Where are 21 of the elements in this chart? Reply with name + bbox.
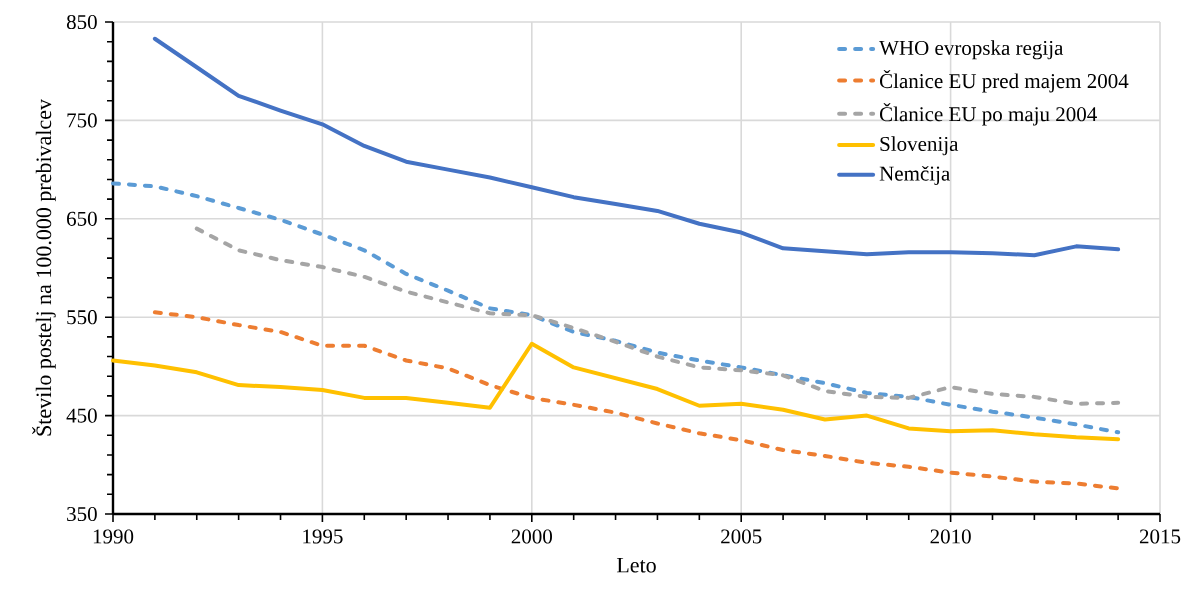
y-axis-title: Število postelj na 100.000 prebivalcev bbox=[32, 99, 56, 436]
line-series bbox=[194, 226, 1121, 406]
y-tick-label: 350 bbox=[67, 506, 97, 522]
legend-label: Članice EU pred majem 2004 bbox=[879, 69, 1129, 93]
x-tick-label: 2005 bbox=[721, 529, 762, 544]
legend-label: Slovenija bbox=[880, 136, 959, 156]
legend-label: Članice EU po maju 2004 bbox=[879, 103, 1097, 126]
x-tick-label: 1990 bbox=[93, 529, 134, 544]
x-tick-label: 2000 bbox=[511, 529, 552, 544]
y-tick-label: 450 bbox=[66, 408, 97, 423]
x-tick-label: 1995 bbox=[303, 529, 343, 544]
line-series bbox=[152, 310, 1121, 491]
y-tick-label: 850 bbox=[66, 14, 97, 30]
legend-label: Nemčija bbox=[879, 165, 950, 185]
y-tick-label: 750 bbox=[67, 113, 97, 128]
y-tick-label: 650 bbox=[67, 211, 97, 226]
x-tick-label: 2010 bbox=[930, 529, 971, 544]
x-tick-label: 2015 bbox=[1139, 529, 1181, 544]
legend-label: WHO evropska regija bbox=[879, 40, 1064, 60]
y-tick-label: 550 bbox=[67, 310, 97, 325]
x-axis-title: Leto bbox=[616, 557, 656, 573]
